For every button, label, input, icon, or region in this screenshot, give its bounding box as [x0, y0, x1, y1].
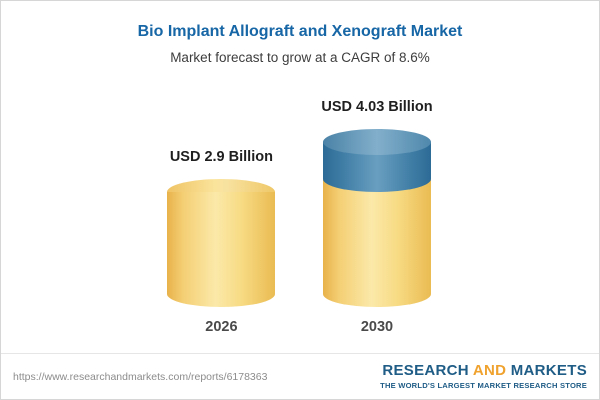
bar-group-2026: USD 2.9 Billion 2026 [167, 149, 276, 335]
cylinder-2026-body [167, 192, 276, 294]
chart-area: USD 2.9 Billion 2026 USD 4.03 Billion 20… [1, 97, 599, 335]
logo-tagline: THE WORLD'S LARGEST MARKET RESEARCH STOR… [380, 380, 587, 390]
logo-word-research: RESEARCH [382, 362, 469, 380]
cylinder-2026-bottom-ellipse [167, 281, 276, 307]
cylinder-2030 [322, 129, 431, 307]
chart-subtitle: Market forecast to grow at a CAGR of 8.6… [170, 50, 430, 65]
research-and-markets-logo: RESEARCH AND MARKETS THE WORLD'S LARGEST… [380, 362, 587, 390]
footer: https://www.researchandmarkets.com/repor… [1, 353, 599, 399]
bar-year-label-2026: 2026 [205, 319, 238, 335]
cylinder-2030-top-ellipse [322, 129, 431, 155]
bar-value-label-2030: USD 4.03 Billion [321, 99, 433, 115]
cylinder-2026 [167, 179, 276, 307]
bar-value-label-2026: USD 2.9 Billion [169, 149, 273, 165]
bar-group-2030: USD 4.03 Billion 2030 [321, 99, 432, 335]
cylinder-2030-base-segment [322, 179, 431, 294]
logo-wordmark: RESEARCH AND MARKETS [380, 362, 587, 380]
logo-word-and: AND [472, 362, 507, 380]
chart-title: Bio Implant Allograft and Xenograft Mark… [137, 23, 463, 40]
bar-year-label-2030: 2030 [360, 319, 394, 335]
logo-word-markets: MARKETS [510, 362, 587, 380]
report-url[interactable]: https://www.researchandmarkets.com/repor… [13, 370, 268, 383]
cylinder-2030-segment-junction [322, 166, 431, 192]
